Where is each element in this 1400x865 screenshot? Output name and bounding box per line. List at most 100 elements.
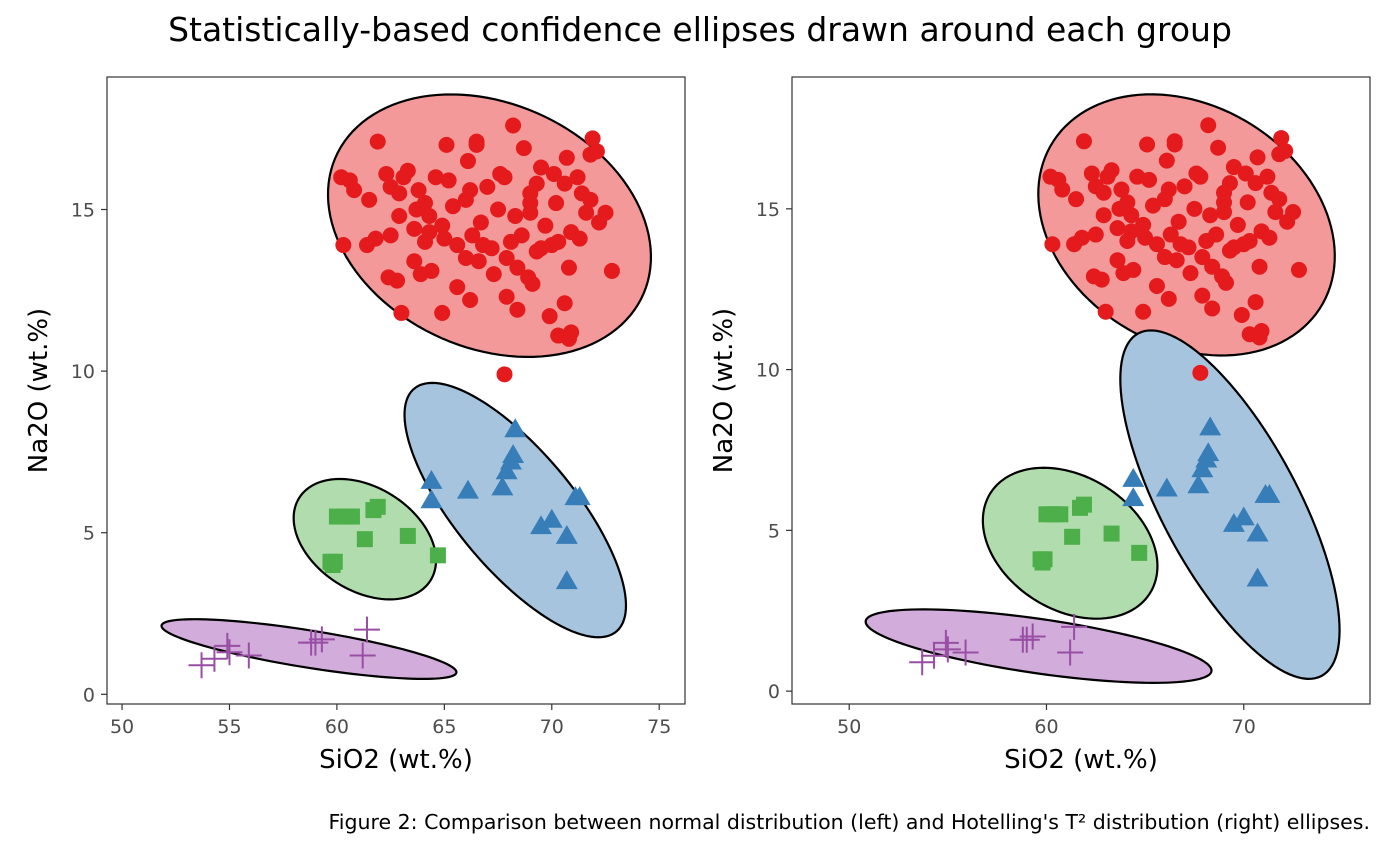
data-point-red [434, 304, 451, 321]
data-point-blue [1222, 512, 1245, 532]
data-point-blue [504, 418, 527, 438]
data-point-red [1145, 197, 1162, 214]
data-point-red [558, 149, 575, 166]
data-point-red [1135, 216, 1152, 233]
data-point-red [507, 207, 524, 224]
data-point-red [391, 207, 408, 224]
data-point-blue [555, 524, 578, 544]
x-tick-label: 50 [110, 716, 134, 738]
data-point-red [391, 185, 408, 202]
data-point-red [1148, 278, 1165, 294]
data-point-red [1200, 117, 1217, 134]
data-point-blue [456, 479, 479, 499]
data-point-red [1239, 194, 1256, 211]
data-point-red [1160, 290, 1177, 307]
data-point-purple [934, 636, 961, 663]
data-point-red [436, 230, 453, 247]
x-tick-label: 70 [540, 716, 564, 738]
data-point-red [505, 117, 522, 134]
data-point-red [588, 143, 605, 160]
data-point-red [1148, 236, 1165, 253]
data-point-red [475, 237, 492, 254]
plot-content [160, 93, 653, 681]
data-point-red [1141, 171, 1158, 188]
data-point-purple [349, 642, 376, 669]
data-point-red [427, 169, 444, 186]
data-point-red [1083, 165, 1100, 182]
data-point-red [1160, 181, 1177, 198]
y-axis-title: Na2O (wt.%) [709, 308, 739, 473]
ellipse-blue [1119, 329, 1341, 680]
data-point-purple [1019, 623, 1046, 650]
data-point-red [578, 204, 595, 221]
data-point-red [1111, 200, 1128, 217]
data-point-red [1097, 303, 1114, 320]
data-point-red [1216, 184, 1233, 201]
data-point-red [1271, 191, 1288, 208]
data-point-red [1170, 213, 1187, 230]
data-point-green [322, 553, 339, 570]
data-point-red [440, 172, 457, 189]
y-tick-label: 15 [756, 199, 780, 221]
data-point-red [498, 288, 515, 305]
data-point-red [1135, 303, 1152, 320]
data-point-red [1050, 171, 1067, 188]
data-point-red [490, 201, 507, 218]
data-point-blue [1155, 477, 1178, 497]
data-point-red [1099, 168, 1116, 185]
data-point-red [571, 230, 588, 247]
data-point-blue [568, 486, 591, 506]
data-point-purple [952, 639, 979, 666]
data-point-green [356, 531, 373, 548]
data-point-red [468, 136, 485, 153]
data-point-red [393, 304, 410, 321]
data-point-blue [540, 508, 563, 528]
data-point-red [498, 249, 515, 266]
data-point-red [1249, 149, 1266, 166]
data-point-red [1247, 175, 1264, 192]
data-point-red [533, 159, 550, 176]
y-tick-label: 15 [71, 200, 95, 222]
data-point-blue [495, 460, 518, 480]
data-point-purple [235, 642, 262, 669]
data-point-purple [1057, 639, 1084, 666]
data-point-green [1052, 506, 1069, 523]
x-tick-label: 50 [837, 716, 861, 738]
data-point-purple [932, 629, 959, 656]
data-point-red [421, 224, 438, 241]
data-point-red [438, 136, 455, 153]
data-point-purple [201, 645, 228, 672]
data-point-red [485, 266, 502, 283]
data-point-blue [555, 570, 578, 590]
data-point-red [533, 240, 550, 257]
data-point-red [1253, 323, 1270, 340]
data-point-blue [1232, 506, 1255, 526]
data-point-red [421, 207, 438, 224]
x-tick-label: 70 [1232, 716, 1256, 738]
data-point-red [556, 175, 573, 192]
data-point-red [406, 253, 423, 270]
y-tick-label: 5 [768, 520, 780, 542]
data-point-red [1095, 207, 1112, 224]
data-point-red [369, 133, 386, 150]
data-point-red [522, 185, 539, 202]
data-point-blue [530, 515, 553, 535]
data-point-red [1137, 229, 1154, 246]
data-point-red [1277, 142, 1294, 159]
data-point-red [1087, 226, 1104, 243]
data-point-green [1075, 496, 1092, 513]
data-point-red [1176, 178, 1193, 195]
panel-border [106, 76, 686, 705]
data-point-red [1202, 207, 1219, 224]
ellipse-blue [403, 381, 628, 639]
data-point-red [509, 301, 526, 318]
y-tick-label: 5 [83, 523, 95, 545]
data-point-red [1279, 213, 1296, 230]
data-point-red [470, 253, 487, 270]
ellipse-purple [864, 608, 1213, 684]
x-tick-label: 65 [432, 716, 456, 738]
data-point-red [1158, 152, 1175, 169]
data-point-red [1166, 136, 1183, 153]
data-point-red [1123, 207, 1140, 224]
